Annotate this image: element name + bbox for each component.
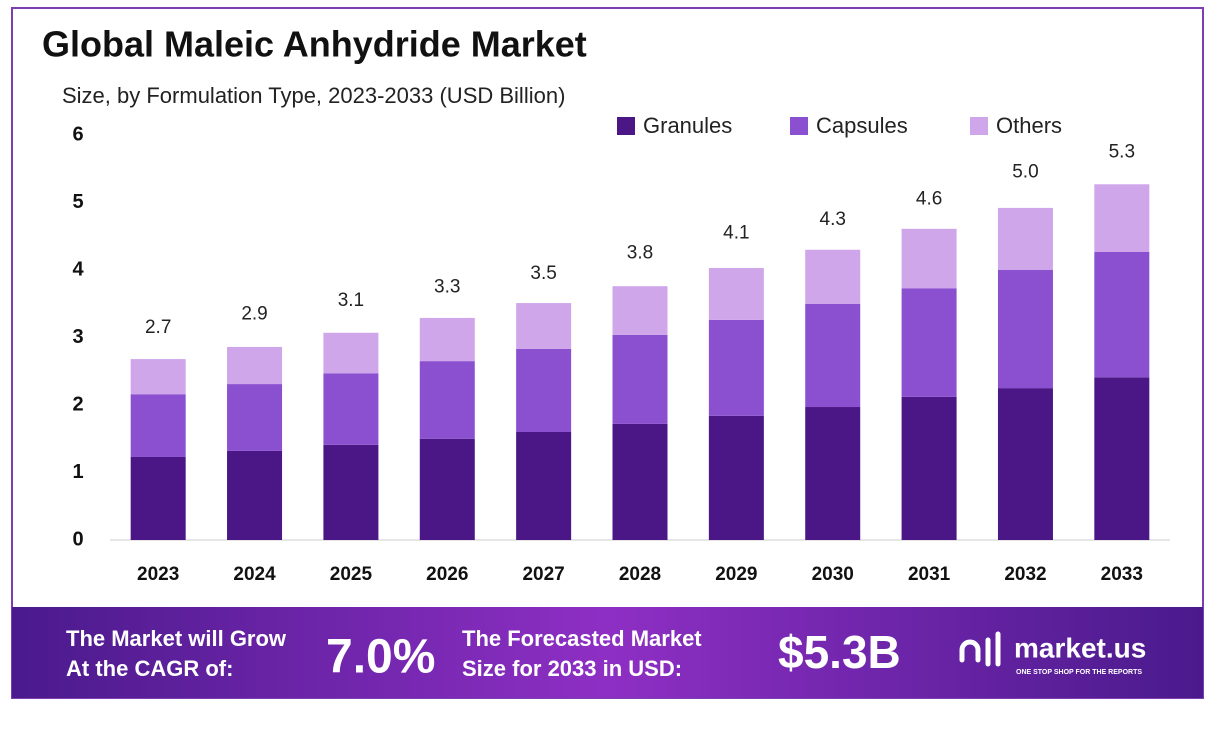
bar-segment — [997, 270, 1053, 389]
y-tick-label: 1 — [72, 461, 83, 483]
y-tick-label: 3 — [72, 326, 83, 348]
total-label: 5.0 — [1012, 162, 1038, 183]
total-label: 4.6 — [916, 189, 942, 210]
x-tick-label: 2023 — [137, 564, 179, 585]
banner-forecast: $5.3B — [778, 626, 901, 678]
bar-segment — [323, 373, 379, 445]
x-tick-label: 2024 — [233, 564, 276, 585]
total-label: 5.3 — [1109, 141, 1135, 162]
banner-text: The Market will Grow — [66, 626, 287, 651]
bar-segment — [901, 288, 957, 397]
bar-segment — [805, 407, 861, 540]
x-tick-label: 2033 — [1101, 564, 1143, 585]
y-tick-label: 6 — [72, 123, 83, 145]
bar-segment — [1094, 184, 1150, 252]
legend-swatch — [970, 117, 988, 135]
bar-segment — [708, 415, 764, 540]
y-tick-label: 5 — [72, 191, 83, 213]
bar-segment — [997, 388, 1053, 540]
y-tick-label: 0 — [72, 528, 83, 550]
x-tick-label: 2030 — [812, 564, 854, 585]
banner — [12, 607, 1203, 698]
bar-segment — [130, 456, 186, 540]
x-tick-label: 2026 — [426, 564, 468, 585]
legend-label: Granules — [643, 113, 732, 138]
brand: market.us — [1014, 632, 1146, 663]
total-label: 2.9 — [241, 303, 267, 324]
bar-segment — [323, 444, 379, 540]
bar-segment — [1094, 251, 1150, 378]
bar-segment — [516, 348, 572, 432]
total-label: 4.3 — [820, 209, 846, 230]
bar-segment — [130, 394, 186, 457]
bar-segment — [227, 346, 283, 385]
total-label: 4.1 — [723, 222, 749, 243]
bar-segment — [901, 396, 957, 540]
bar-segment — [708, 267, 764, 320]
banner-text: The Forecasted Market — [462, 626, 702, 651]
total-label: 3.8 — [627, 243, 653, 264]
bar-segment — [612, 286, 668, 335]
x-tick-label: 2032 — [1004, 564, 1046, 585]
bar-segment — [419, 361, 475, 439]
x-tick-label: 2028 — [619, 564, 661, 585]
chart-subtitle: Size, by Formulation Type, 2023-2033 (US… — [62, 83, 565, 108]
x-tick-label: 2029 — [715, 564, 757, 585]
bar-segment — [227, 384, 283, 451]
total-label: 2.7 — [145, 317, 171, 338]
legend-swatch — [790, 117, 808, 135]
bar-segment — [612, 423, 668, 540]
banner-text: At the CAGR of: — [66, 656, 233, 681]
x-tick-label: 2025 — [330, 564, 373, 585]
chart-title: Global Maleic Anhydride Market — [42, 24, 587, 65]
bar-segment — [805, 249, 861, 304]
total-label: 3.1 — [338, 290, 364, 311]
bar-segment — [323, 332, 379, 374]
bar-segment — [708, 319, 764, 416]
legend-swatch — [617, 117, 635, 135]
banner-text: Size for 2033 in USD: — [462, 656, 682, 681]
bar-segment — [419, 317, 475, 362]
bar-segment — [227, 450, 283, 540]
brand-logo — [959, 631, 1001, 667]
x-tick-label: 2027 — [522, 564, 564, 585]
legend-label: Others — [996, 113, 1062, 138]
bar-segment — [419, 438, 475, 540]
y-tick-label: 4 — [72, 258, 84, 280]
legend-label: Capsules — [816, 113, 908, 138]
bar-segment — [805, 303, 861, 408]
bar-segment — [130, 359, 186, 395]
bar-segment — [1094, 377, 1150, 540]
bar-segment — [997, 207, 1053, 270]
tagline: ONE STOP SHOP FOR THE REPORTS — [1016, 669, 1142, 676]
bar-segment — [516, 432, 572, 540]
banner-cagr: 7.0% — [326, 631, 435, 684]
bar-segment — [612, 334, 668, 424]
bar-segment — [516, 303, 572, 349]
bar-segment — [901, 228, 957, 289]
total-label: 3.3 — [434, 276, 460, 297]
x-tick-label: 2031 — [908, 564, 951, 585]
total-label: 3.5 — [530, 263, 556, 284]
y-tick-label: 2 — [72, 393, 83, 415]
